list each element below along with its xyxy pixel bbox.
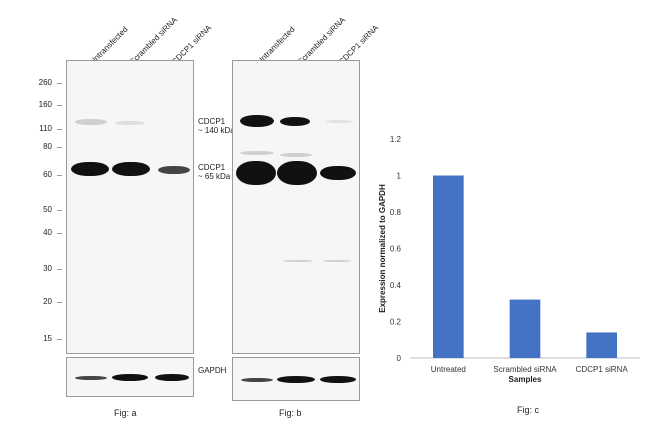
gapdh-b-lane3 [320, 376, 356, 383]
band-b-30-lane2 [283, 260, 313, 262]
band-b-30-lane3 [323, 260, 351, 262]
mw-tick [57, 233, 62, 234]
fig-a-caption: Fig: a [114, 408, 137, 418]
gapdh-a-lane1 [75, 376, 107, 380]
annotation-cdcp1-140: CDCP1 ~ 140 kDa [198, 117, 235, 135]
fig-b-caption: Fig: b [279, 408, 302, 418]
band-b-140-lane3 [325, 120, 353, 123]
mw-110: 110 [39, 124, 52, 133]
gapdh-b-lane2 [277, 376, 315, 383]
mw-tick [57, 83, 62, 84]
y-axis-title: Expression normalized to GAPDH [378, 184, 387, 313]
x-tick-label: Scrambled siRNA [493, 365, 557, 374]
mw-tick [57, 269, 62, 270]
band-a-65-lane3 [158, 166, 190, 174]
annotation-cdcp1-140-line2: ~ 140 kDa [198, 126, 235, 135]
gapdh-a-lane2 [112, 374, 148, 381]
y-tick-label: 1.2 [390, 135, 402, 144]
y-tick-label: 0.2 [390, 318, 402, 327]
y-tick-label: 0.8 [390, 208, 402, 217]
blot-panel-a [66, 60, 194, 354]
band-a-140-lane2 [115, 121, 145, 125]
gapdh-panel-b [232, 357, 360, 401]
band-b-65-lane1 [236, 161, 276, 185]
mw-tick [57, 339, 62, 340]
mw-50: 50 [43, 205, 52, 214]
gapdh-b-lane1 [241, 378, 273, 382]
y-tick-label: 0.4 [390, 281, 402, 290]
annotation-gapdh: GAPDH [198, 366, 227, 375]
mw-tick [57, 105, 62, 106]
band-a-140-lane1 [75, 119, 107, 125]
x-axis-title: Samples [509, 375, 542, 384]
gapdh-panel-a [66, 357, 194, 397]
band-b-80-lane1 [240, 151, 274, 155]
mw-160: 160 [38, 100, 52, 109]
mw-tick [57, 210, 62, 211]
y-tick-label: 0.6 [390, 245, 402, 254]
band-b-140-lane2 [280, 117, 310, 126]
band-b-65-lane3 [320, 166, 356, 180]
band-a-65-lane1 [71, 162, 109, 176]
bar [509, 299, 541, 358]
band-a-65-lane2 [112, 162, 150, 176]
mw-20: 20 [43, 297, 52, 306]
band-b-140-lane1 [240, 115, 274, 127]
mw-tick [57, 302, 62, 303]
x-tick-label: Untreated [431, 365, 466, 374]
annotation-cdcp1-65: CDCP1 ~ 65 kDa [198, 163, 230, 181]
mw-15: 15 [43, 334, 52, 343]
mw-tick [57, 129, 62, 130]
x-tick-label: CDCP1 siRNA [576, 365, 629, 374]
mw-tick [57, 175, 62, 176]
mw-260: 260 [38, 78, 52, 87]
fig-c-caption: Fig: c [517, 405, 540, 415]
gapdh-a-lane3 [155, 374, 189, 381]
bar [433, 175, 464, 358]
mw-80: 80 [43, 142, 52, 151]
y-tick-label: 0 [397, 354, 402, 363]
annotation-cdcp1-65-line1: CDCP1 [198, 163, 226, 172]
annotation-cdcp1-65-line2: ~ 65 kDa [198, 172, 231, 181]
y-tick-label: 1 [397, 172, 402, 181]
bar [586, 332, 617, 358]
mw-tick [57, 147, 62, 148]
band-b-65-lane2 [277, 161, 317, 185]
annotation-cdcp1-140-line1: CDCP1 [198, 117, 226, 126]
blot-panel-b [232, 60, 360, 354]
mw-30: 30 [43, 264, 52, 273]
mw-40: 40 [43, 228, 52, 237]
band-b-80-lane2 [280, 153, 312, 157]
mw-60: 60 [43, 170, 52, 179]
